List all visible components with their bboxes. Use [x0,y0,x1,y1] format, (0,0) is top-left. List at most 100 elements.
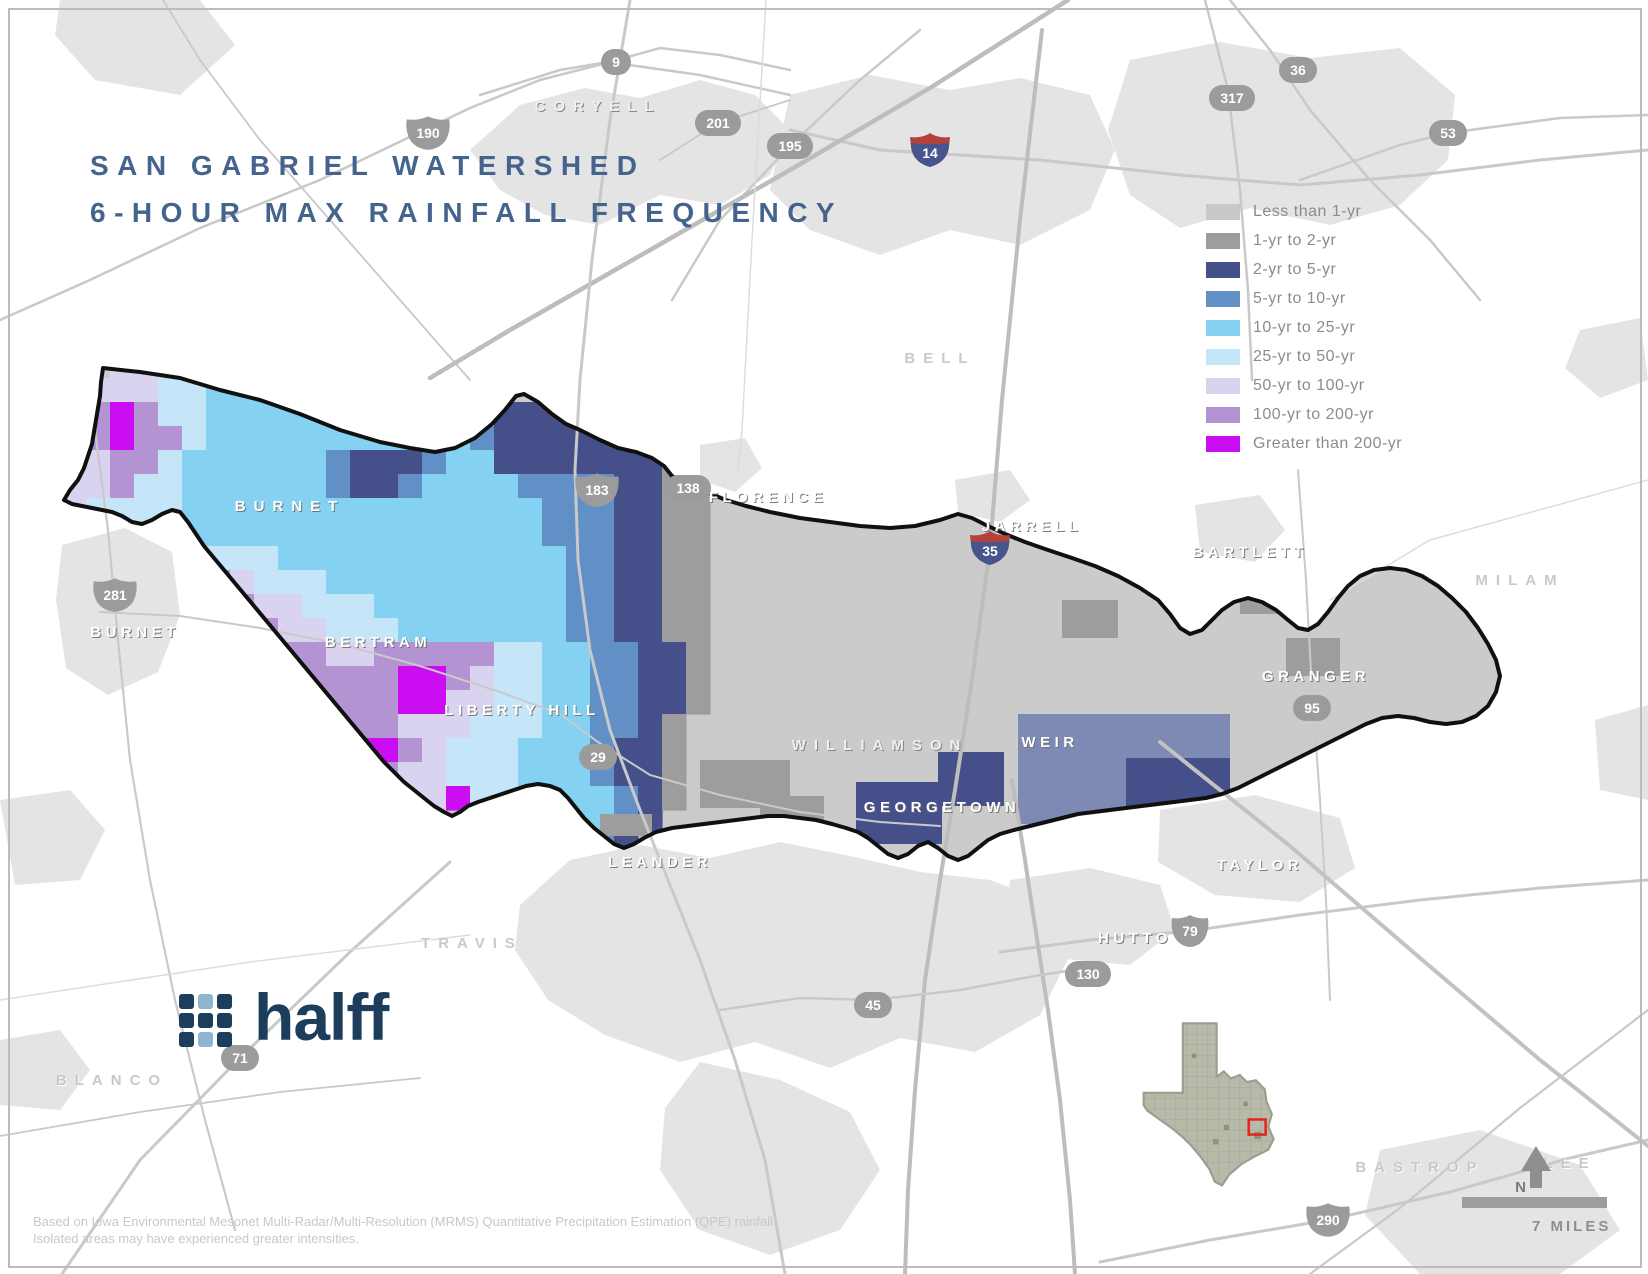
shield-195: 195 [767,133,813,159]
county-label-coryell: CORYELL [534,98,661,115]
svg-text:190: 190 [416,125,440,141]
city-label-taylor: TAYLOR [1217,857,1303,874]
legend-item: 2-yr to 5-yr [1206,255,1402,284]
county-label-travis: TRAVIS [421,935,523,952]
svg-text:317: 317 [1220,90,1244,106]
legend-swatch [1206,406,1240,423]
inset-highlight-box [1247,1118,1267,1136]
city-label-leander: LEANDER [608,854,712,871]
shield-130: 130 [1065,961,1111,987]
svg-text:45: 45 [865,997,881,1013]
city-label-bertram: BERTRAM [325,634,432,651]
shield-i35: 35 [970,531,1010,565]
shield-95: 95 [1293,695,1331,721]
texas-county-grid [1143,1023,1274,1186]
city-label-weir: WEIR [1021,734,1078,751]
legend-item: 25-yr to 50-yr [1206,342,1402,371]
county-label-bell: BELL [904,350,975,367]
legend-item: 100-yr to 200-yr [1206,400,1402,429]
disclaimer: Based on Iowa Environmental Mesonet Mult… [33,1213,776,1247]
svg-text:290: 290 [1316,1212,1340,1228]
county-label-milam: MILAM [1475,572,1564,589]
legend-label: Greater than 200-yr [1253,434,1403,452]
county-labels: CORYELL BELL BURNET MILAM WILLIAMSON TRA… [56,98,1596,1176]
svg-text:130: 130 [1076,966,1100,982]
shield-45: 45 [854,992,892,1018]
legend-swatch [1206,348,1240,365]
svg-text:281: 281 [103,587,127,603]
svg-text:183: 183 [585,482,609,498]
disclaimer-line1: Based on Iowa Environmental Mesonet Mult… [33,1214,777,1229]
shield-us290: 290 [1306,1203,1350,1237]
svg-text:138: 138 [676,480,700,496]
city-labels: FLORENCE JARRELL BARTLETT GRANGER WEIR G… [90,489,1370,947]
north-arrow: N [1515,1146,1551,1196]
legend-swatch [1206,290,1240,307]
svg-text:14: 14 [922,145,938,161]
city-label-georgetown: GEORGETOWN [864,799,1020,816]
halff-logo: halff [179,980,389,1054]
legend-label: 2-yr to 5-yr [1253,260,1337,278]
legend-swatch [1206,435,1240,452]
city-label-granger: GRANGER [1262,668,1370,685]
legend-swatch [1206,232,1240,249]
city-label-jarrell: JARRELL [982,518,1083,535]
shield-9: 9 [601,49,631,75]
legend-label: Less than 1-yr [1253,202,1362,220]
legend-swatch [1206,319,1240,336]
legend-swatch [1206,377,1240,394]
shield-us79: 79 [1171,915,1209,947]
map-title: SAN GABRIEL WATERSHED 6-HOUR MAX RAINFAL… [90,142,843,236]
legend-label: 1-yr to 2-yr [1253,231,1337,249]
north-label: N [1515,1179,1526,1196]
shield-us183: 183 [575,473,619,507]
county-label-blanco: BLANCO [56,1072,168,1089]
city-label-florence: FLORENCE [709,489,828,506]
legend-swatch [1206,203,1240,220]
halff-logo-grid-icon [179,994,232,1047]
city-label-burnet-city: BURNET [90,624,180,641]
disclaimer-line2: Isolated areas may have experienced grea… [33,1231,359,1246]
county-label-williamson: WILLIAMSON [792,737,969,754]
svg-text:95: 95 [1304,700,1320,716]
county-label-lee: LEE [1543,1155,1596,1172]
texas-inset [1142,1022,1275,1187]
legend-item: Greater than 200-yr [1206,429,1402,458]
legend-item: Less than 1-yr [1206,197,1402,226]
legend-label: 100-yr to 200-yr [1253,405,1374,423]
legend-item: 5-yr to 10-yr [1206,284,1402,313]
shield-53: 53 [1429,120,1467,146]
svg-text:9: 9 [612,54,620,70]
halff-logo-text: halff [254,980,389,1054]
shield-us281: 281 [93,578,137,612]
city-label-liberty-hill: LIBERTY HILL [444,702,599,719]
city-label-bartlett: BARTLETT [1192,544,1307,561]
legend-swatch [1206,261,1240,278]
highway-shields: 9 190 201 195 14 317 36 53 183 138 35 28… [93,49,1467,1237]
legend-label: 5-yr to 10-yr [1253,289,1346,307]
legend-label: 25-yr to 50-yr [1253,347,1356,365]
shield-us190: 190 [406,116,450,150]
city-label-hutto: HUTTO [1098,930,1172,947]
shield-36: 36 [1279,57,1317,83]
map-title-line1: SAN GABRIEL WATERSHED [90,150,646,181]
shield-i14: 14 [910,133,950,167]
county-label-bastrop: BASTROP [1355,1159,1484,1176]
shield-138: 138 [665,475,711,501]
shield-71: 71 [221,1045,259,1071]
svg-text:36: 36 [1290,62,1306,78]
map-title-line2: 6-HOUR MAX RAINFALL FREQUENCY [90,197,844,228]
svg-text:71: 71 [232,1050,248,1066]
scale-label: 7 MILES [1532,1218,1611,1235]
legend-item: 10-yr to 25-yr [1206,313,1402,342]
legend-label: 10-yr to 25-yr [1253,318,1356,336]
shield-317: 317 [1209,85,1255,111]
legend-label: 50-yr to 100-yr [1253,376,1365,394]
legend-item: 50-yr to 100-yr [1206,371,1402,400]
shield-29: 29 [579,744,617,770]
county-label-burnet: BURNET [235,498,346,515]
svg-text:195: 195 [778,138,802,154]
svg-text:79: 79 [1182,923,1198,939]
